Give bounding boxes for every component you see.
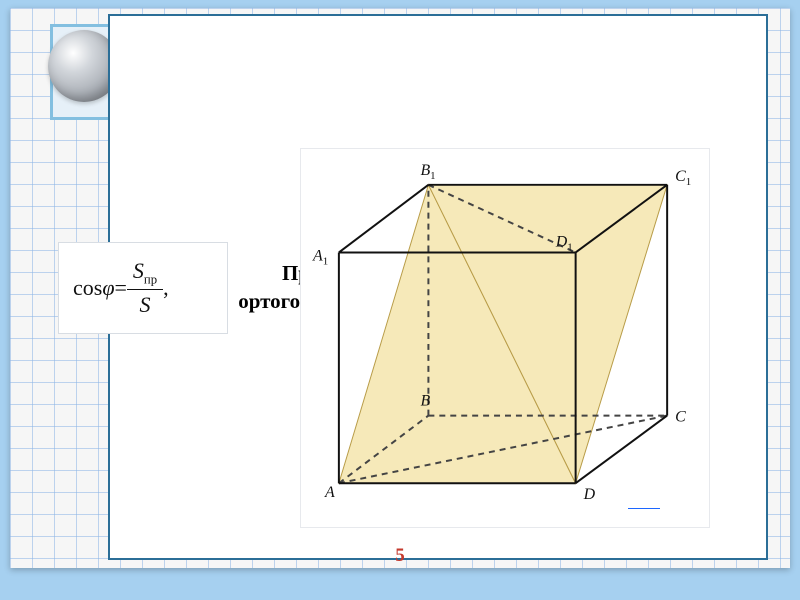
svg-text:A1: A1: [312, 247, 328, 267]
svg-text:B1: B1: [420, 162, 435, 182]
slide-sheet: Применение теоремы о площади ортогональн…: [10, 8, 790, 568]
svg-text:C1: C1: [675, 168, 691, 188]
formula-numerator-sub: пр: [144, 272, 157, 286]
formula-numerator: Sпр: [127, 258, 163, 287]
svg-text:C: C: [675, 409, 686, 426]
formula-fraction-bar: [127, 289, 163, 290]
cube-diagram: ADCBA1D1C1B1: [300, 148, 710, 528]
formula-card: cos φ = Sпр S ,: [58, 242, 228, 334]
page-number: 5: [10, 545, 790, 567]
formula-denominator: S: [134, 292, 157, 318]
cube-svg: ADCBA1D1C1B1: [301, 149, 709, 527]
svg-text:A: A: [324, 484, 335, 501]
formula-lhs-prefix: cos: [73, 275, 102, 301]
formula-lhs-var: φ: [102, 275, 114, 301]
svg-text:D: D: [583, 486, 596, 503]
svg-text:B: B: [420, 393, 430, 410]
formula-fraction: Sпр S: [127, 258, 163, 318]
accent-underline: [628, 508, 660, 509]
formula-trailer: ,: [163, 275, 169, 301]
formula-numerator-base: S: [133, 258, 144, 283]
formula-eq: =: [115, 275, 127, 301]
